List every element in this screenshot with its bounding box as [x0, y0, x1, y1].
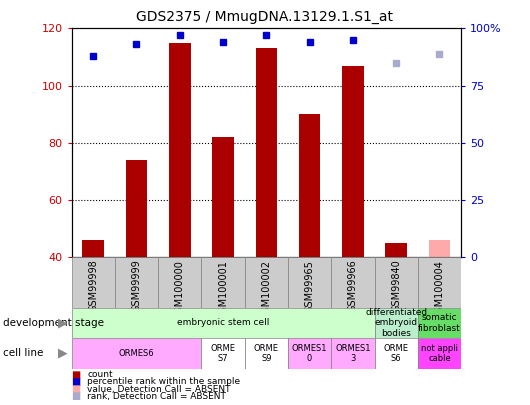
Text: percentile rank within the sample: percentile rank within the sample	[87, 377, 241, 386]
Bar	[245, 338, 288, 369]
Bar	[331, 338, 375, 369]
Bar	[115, 257, 158, 308]
Text: count: count	[87, 370, 113, 379]
Text: GSM100000: GSM100000	[175, 260, 185, 319]
Bar	[72, 257, 115, 308]
Bar	[72, 338, 201, 369]
Bar	[288, 338, 331, 369]
Text: ORMES1
3: ORMES1 3	[335, 344, 370, 363]
Text: ■: ■	[72, 384, 81, 394]
Bar	[331, 257, 375, 308]
Text: GSM99966: GSM99966	[348, 260, 358, 312]
Text: ORMES6: ORMES6	[119, 349, 154, 358]
Text: differentiated
embryoid
bodies: differentiated embryoid bodies	[365, 308, 427, 338]
Text: somatic
fibroblast: somatic fibroblast	[418, 313, 461, 333]
Bar	[201, 257, 245, 308]
Text: ■: ■	[72, 392, 81, 401]
Bar	[158, 257, 201, 308]
Text: ORME
S7: ORME S7	[210, 344, 235, 363]
Text: ■: ■	[72, 370, 81, 379]
Bar	[245, 257, 288, 308]
Bar	[126, 160, 147, 257]
Bar	[342, 66, 364, 257]
Text: rank, Detection Call = ABSENT: rank, Detection Call = ABSENT	[87, 392, 226, 401]
Text: GDS2375 / MmugDNA.13129.1.S1_at: GDS2375 / MmugDNA.13129.1.S1_at	[137, 10, 393, 24]
Text: GSM99840: GSM99840	[391, 260, 401, 312]
Bar	[375, 308, 418, 338]
Bar	[299, 114, 321, 257]
Bar	[385, 243, 407, 257]
Bar	[72, 308, 375, 338]
Bar	[375, 257, 418, 308]
Bar	[418, 338, 461, 369]
Text: ▶: ▶	[58, 316, 67, 330]
Text: ■: ■	[72, 377, 81, 387]
Bar	[255, 48, 277, 257]
Text: ORMES1
0: ORMES1 0	[292, 344, 328, 363]
Text: GSM99998: GSM99998	[88, 260, 98, 312]
Text: ▶: ▶	[58, 347, 67, 360]
Text: not appli
cable: not appli cable	[421, 344, 458, 363]
Text: embryonic stem cell: embryonic stem cell	[177, 318, 269, 328]
Bar	[82, 240, 104, 257]
Bar	[169, 43, 191, 257]
Bar	[288, 257, 331, 308]
Bar	[201, 338, 245, 369]
Text: value, Detection Call = ABSENT: value, Detection Call = ABSENT	[87, 385, 231, 394]
Bar	[429, 240, 450, 257]
Bar	[375, 338, 418, 369]
Text: GSM100004: GSM100004	[435, 260, 445, 319]
Text: cell line: cell line	[3, 348, 43, 358]
Bar	[418, 308, 461, 338]
Bar	[212, 137, 234, 257]
Text: ORME
S9: ORME S9	[254, 344, 279, 363]
Text: GSM100002: GSM100002	[261, 260, 271, 319]
Bar	[418, 257, 461, 308]
Text: development stage: development stage	[3, 318, 104, 328]
Text: ORME
S6: ORME S6	[384, 344, 409, 363]
Text: GSM100001: GSM100001	[218, 260, 228, 319]
Text: GSM99965: GSM99965	[305, 260, 315, 313]
Text: GSM99999: GSM99999	[131, 260, 142, 312]
